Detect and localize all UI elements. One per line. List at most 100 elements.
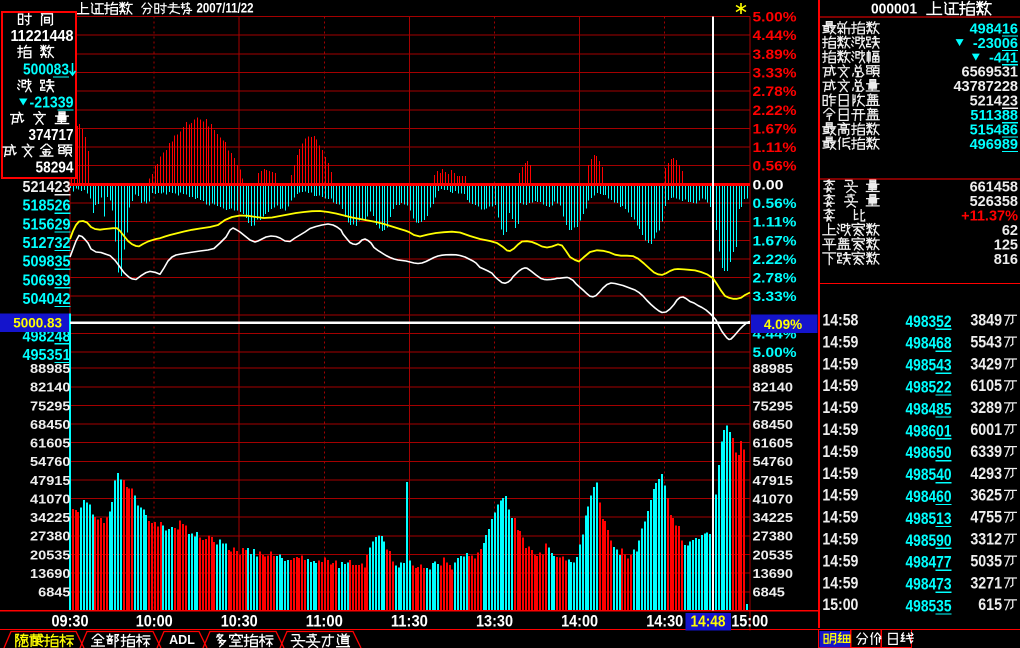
svg-text:58294: 58294 [36, 160, 74, 177]
svg-text:498601: 498601 [906, 421, 952, 440]
svg-text:1.11%: 1.11% [753, 214, 798, 230]
svg-text:14:59: 14:59 [822, 573, 858, 592]
svg-text:14:59: 14:59 [822, 551, 858, 570]
svg-text:518526: 518526 [23, 198, 71, 215]
svg-text:5035: 5035 [970, 551, 1002, 570]
svg-text:41070: 41070 [30, 491, 71, 506]
svg-text:54760: 54760 [30, 454, 71, 469]
svg-text:661458: 661458 [970, 180, 1018, 196]
svg-text:68450: 68450 [753, 417, 794, 432]
svg-text:498522: 498522 [906, 378, 952, 397]
svg-text:-441: -441 [989, 50, 1018, 66]
svg-text:11221448: 11221448 [11, 28, 74, 45]
svg-text:2007/11/22: 2007/11/22 [197, 0, 254, 16]
svg-text:43787228: 43787228 [953, 79, 1018, 95]
svg-text:374717: 374717 [29, 127, 74, 144]
svg-text:27380: 27380 [753, 529, 794, 544]
svg-text:498535: 498535 [906, 597, 952, 616]
svg-text:511388: 511388 [970, 108, 1018, 124]
svg-text:75295: 75295 [30, 398, 71, 413]
svg-text:2.22%: 2.22% [753, 102, 798, 118]
svg-text:4.09%: 4.09% [764, 317, 802, 332]
svg-text:2.78%: 2.78% [753, 270, 798, 286]
svg-text:6001: 6001 [970, 420, 1002, 439]
svg-text:498352: 498352 [906, 312, 952, 331]
svg-text:54760: 54760 [753, 454, 794, 469]
svg-text:75295: 75295 [753, 398, 794, 413]
svg-text:509835: 509835 [23, 254, 71, 271]
svg-text:3625: 3625 [970, 486, 1002, 505]
svg-text:3.33%: 3.33% [753, 64, 798, 80]
svg-text:1.67%: 1.67% [753, 120, 798, 136]
svg-text:1.11%: 1.11% [753, 139, 798, 155]
svg-text:-23006: -23006 [973, 36, 1018, 52]
svg-text:498590: 498590 [906, 531, 952, 550]
svg-text:498473: 498473 [906, 575, 952, 594]
svg-text:68450: 68450 [30, 417, 71, 432]
svg-text:41070: 41070 [753, 491, 794, 506]
svg-text:13690: 13690 [753, 566, 794, 581]
svg-text:521423: 521423 [23, 179, 71, 196]
svg-text:14:59: 14:59 [822, 464, 858, 483]
svg-text:498248: 498248 [23, 328, 71, 345]
svg-text:3271: 3271 [970, 573, 1002, 592]
svg-text:6105: 6105 [970, 376, 1002, 395]
svg-text:5.00%: 5.00% [753, 9, 798, 25]
svg-text:61605: 61605 [753, 436, 794, 451]
svg-text:000001: 000001 [871, 1, 917, 18]
svg-text:47915: 47915 [30, 473, 71, 488]
svg-text:14:59: 14:59 [822, 354, 858, 373]
svg-text:6569531: 6569531 [962, 65, 1018, 81]
svg-text:498513: 498513 [906, 509, 952, 528]
svg-text:515629: 515629 [23, 216, 71, 233]
svg-text:0.00: 0.00 [753, 176, 784, 192]
svg-text:11:30: 11:30 [391, 612, 428, 631]
svg-text:816: 816 [994, 252, 1018, 268]
svg-text:2.78%: 2.78% [753, 83, 798, 99]
svg-text:15:00: 15:00 [731, 612, 768, 631]
svg-text:ADL: ADL [169, 633, 195, 647]
svg-text:496989: 496989 [970, 137, 1018, 153]
svg-text:3429: 3429 [970, 354, 1002, 373]
svg-text:14:58: 14:58 [822, 311, 858, 330]
svg-text:14:59: 14:59 [822, 332, 858, 351]
svg-text:10:00: 10:00 [136, 612, 173, 631]
svg-text:14:59: 14:59 [822, 376, 858, 395]
svg-text:500083: 500083 [23, 62, 69, 79]
svg-text:82140: 82140 [753, 380, 794, 395]
svg-text:498485: 498485 [906, 399, 952, 418]
svg-text:14:48: 14:48 [691, 614, 726, 631]
svg-text:14:59: 14:59 [822, 530, 858, 549]
svg-text:526358: 526358 [970, 194, 1018, 210]
svg-text:4.44%: 4.44% [753, 27, 798, 43]
svg-text:61605: 61605 [30, 436, 71, 451]
svg-text:515486: 515486 [970, 123, 1018, 139]
svg-text:3289: 3289 [970, 398, 1002, 417]
svg-text:14:00: 14:00 [561, 612, 598, 631]
svg-text:6845: 6845 [38, 585, 70, 600]
svg-text:125: 125 [994, 238, 1018, 254]
svg-text:6339: 6339 [970, 442, 1002, 461]
svg-text:47915: 47915 [753, 473, 794, 488]
svg-text:498468: 498468 [906, 334, 952, 353]
svg-text:88985: 88985 [30, 361, 71, 376]
svg-text:498540: 498540 [906, 465, 952, 484]
svg-text:20535: 20535 [30, 547, 71, 562]
svg-text:14:59: 14:59 [822, 420, 858, 439]
svg-text:5000.83: 5000.83 [13, 316, 62, 331]
svg-text:09:30: 09:30 [52, 612, 89, 631]
svg-text:495351: 495351 [23, 347, 71, 364]
svg-text:4293: 4293 [970, 464, 1002, 483]
svg-text:14:59: 14:59 [822, 508, 858, 527]
svg-text:498416: 498416 [970, 21, 1018, 37]
svg-text:1.67%: 1.67% [753, 232, 798, 248]
svg-text:498477: 498477 [906, 553, 952, 572]
svg-text:498460: 498460 [906, 487, 952, 506]
svg-text:498543: 498543 [906, 356, 952, 375]
svg-text:14:59: 14:59 [822, 442, 858, 461]
svg-text:88985: 88985 [753, 361, 794, 376]
svg-text:11:00: 11:00 [306, 612, 343, 631]
svg-text:13690: 13690 [30, 566, 71, 581]
svg-text:3312: 3312 [970, 530, 1002, 549]
svg-text:34225: 34225 [753, 510, 794, 525]
